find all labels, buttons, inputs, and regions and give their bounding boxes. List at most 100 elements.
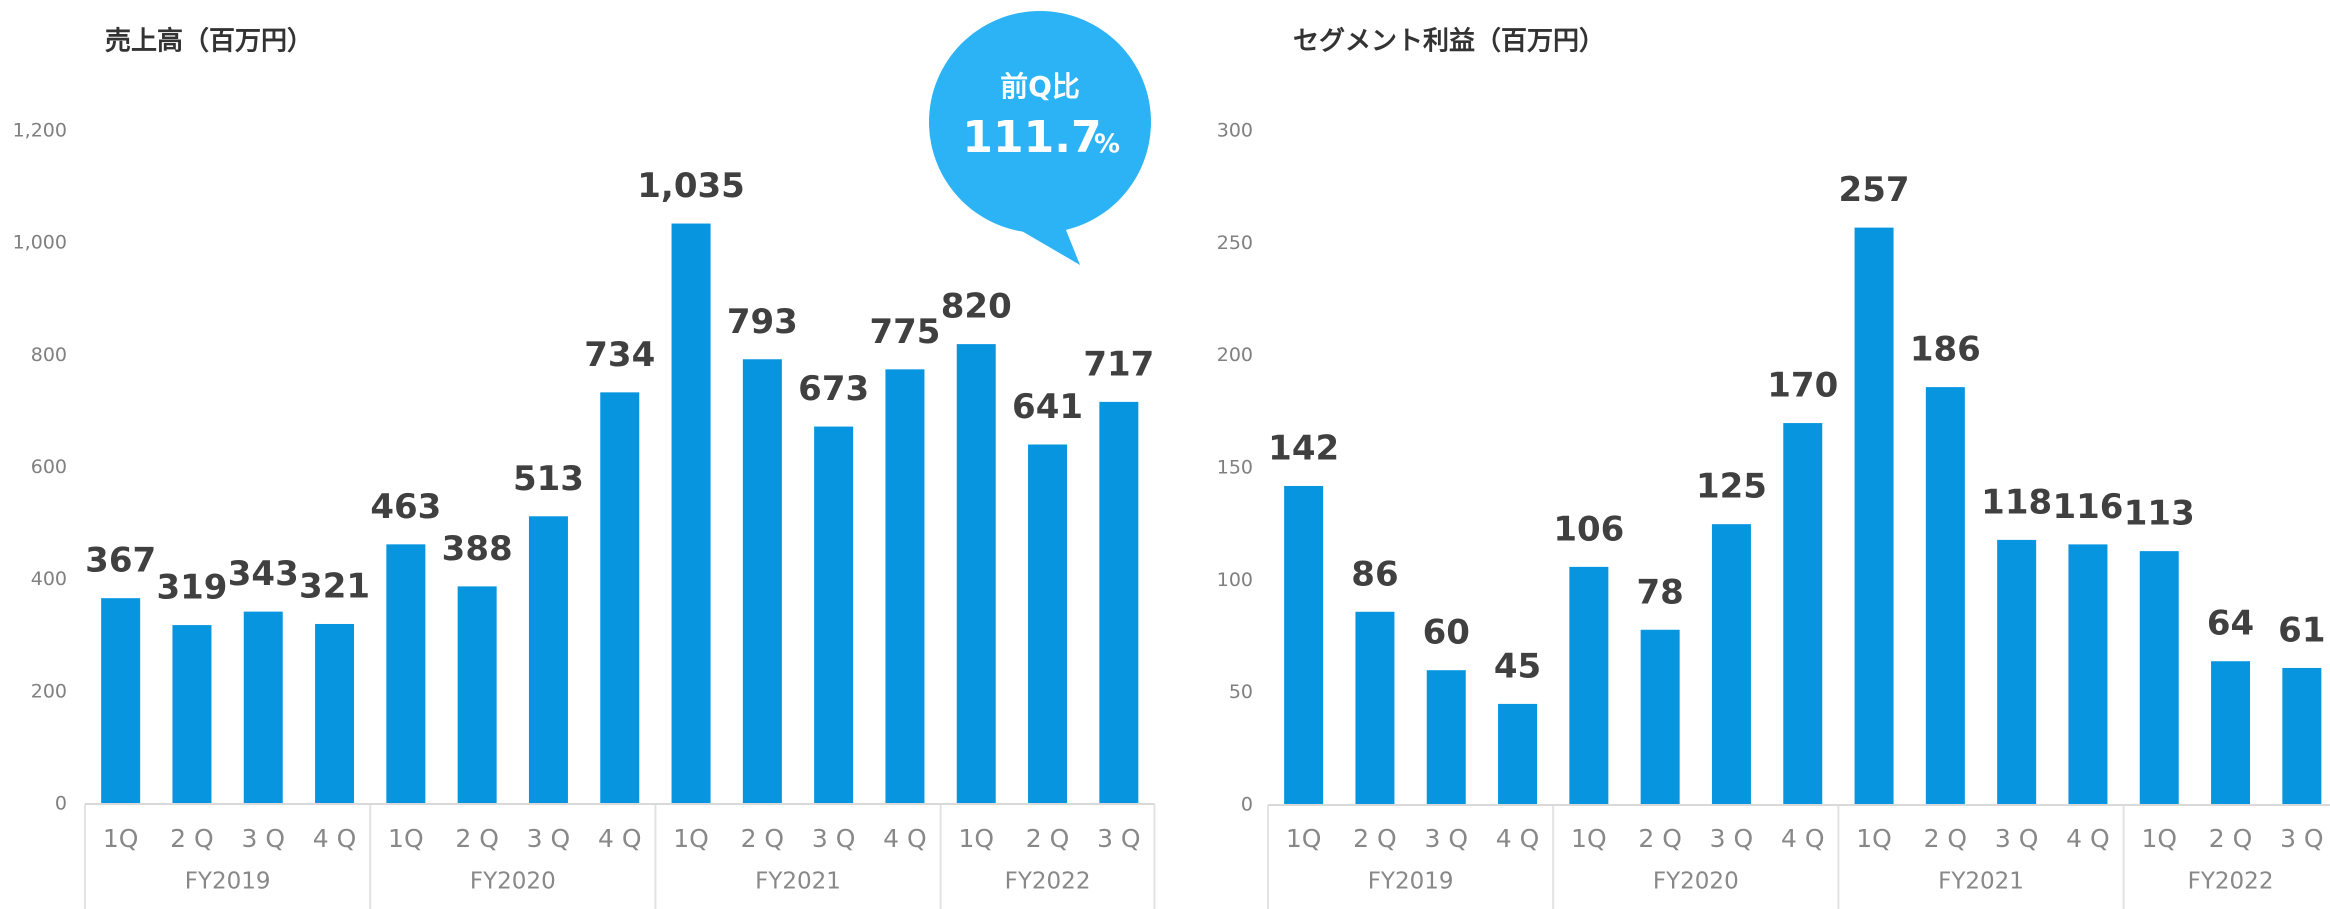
x-tick-label: 2 Q xyxy=(455,824,499,853)
value-label: 641 xyxy=(1012,387,1083,427)
value-label: 86 xyxy=(1351,554,1398,594)
value-label: 118 xyxy=(1981,482,2052,522)
value-label: 64 xyxy=(2207,604,2254,644)
x-tick-label: 1Q xyxy=(673,824,709,853)
bar xyxy=(742,359,782,804)
bar xyxy=(528,516,568,804)
value-label: 125 xyxy=(1696,467,1767,507)
x-tick-label: 2 Q xyxy=(1924,824,1968,853)
bar xyxy=(1925,387,1965,805)
x-tick-label: 1Q xyxy=(103,824,139,853)
value-label: 463 xyxy=(370,487,441,527)
bar xyxy=(386,544,426,804)
callout-unit: % xyxy=(1094,130,1120,160)
group-label: FY2020 xyxy=(470,869,556,895)
bar xyxy=(2139,551,2179,805)
group-label: FY2021 xyxy=(755,869,841,895)
group-label: FY2022 xyxy=(2188,869,2274,895)
value-label: 186 xyxy=(1910,330,1981,370)
y-tick-label: 50 xyxy=(1229,681,1253,703)
x-tick-label: 3 Q xyxy=(812,824,856,853)
bar xyxy=(315,623,355,804)
callout-bubble xyxy=(929,11,1151,233)
bar xyxy=(2282,667,2322,805)
bar xyxy=(1854,227,1894,805)
y-tick-label: 600 xyxy=(31,456,67,478)
bar xyxy=(1783,423,1823,805)
x-tick-label: 3 Q xyxy=(2280,824,2324,853)
value-label: 170 xyxy=(1767,366,1838,406)
y-tick-label: 200 xyxy=(1217,344,1253,366)
value-label: 257 xyxy=(1839,170,1910,210)
y-tick-label: 300 xyxy=(1217,120,1253,142)
x-tick-label: 4 Q xyxy=(313,824,357,853)
group-label: FY2019 xyxy=(1368,869,1454,895)
callout-title: 前Q比 xyxy=(1000,70,1080,103)
x-tick-label: 4 Q xyxy=(1496,824,1540,853)
x-tick-label: 2 Q xyxy=(741,824,785,853)
y-tick-label: 1,000 xyxy=(13,232,67,254)
value-label: 734 xyxy=(584,335,655,375)
value-label: 106 xyxy=(1553,509,1624,549)
y-tick-label: 400 xyxy=(31,568,67,590)
y-tick-label: 150 xyxy=(1217,457,1253,479)
y-tick-label: 0 xyxy=(55,793,67,815)
bar xyxy=(1640,629,1680,805)
x-tick-label: 3 Q xyxy=(1097,824,1141,853)
x-tick-label: 4 Q xyxy=(598,824,642,853)
callout-value: 111.7 xyxy=(962,112,1101,163)
chart: 売上高（百万円） 0 200 400 600 800 1,000 1,200 367 1Q 319 2… xyxy=(13,11,1156,909)
bar xyxy=(600,392,640,804)
bar xyxy=(101,598,141,804)
chart: セグメント利益（百万円） 0 50 100 150 200 250 300 142 1Q 86 2 Q… xyxy=(1217,27,2330,909)
x-tick-label: 1Q xyxy=(388,824,424,853)
x-tick-label: 2 Q xyxy=(2209,824,2253,853)
value-label: 116 xyxy=(2052,487,2123,527)
value-label: 717 xyxy=(1083,344,1154,384)
x-tick-label: 1Q xyxy=(1856,824,1892,853)
bar xyxy=(885,369,925,804)
value-label: 793 xyxy=(727,302,798,342)
value-label: 142 xyxy=(1268,428,1339,468)
value-label: 321 xyxy=(299,566,370,606)
x-tick-label: 3 Q xyxy=(241,824,285,853)
x-tick-label: 4 Q xyxy=(883,824,927,853)
group-label: FY2019 xyxy=(185,869,271,895)
value-label: 319 xyxy=(156,568,227,608)
bar xyxy=(1498,703,1538,805)
value-label: 673 xyxy=(798,369,869,409)
x-tick-label: 4 Q xyxy=(1781,824,1825,853)
x-tick-label: 3 Q xyxy=(1995,824,2039,853)
value-label: 343 xyxy=(228,554,299,594)
bar xyxy=(1355,611,1395,805)
x-tick-label: 3 Q xyxy=(1710,824,1754,853)
bar xyxy=(2068,544,2108,805)
bar xyxy=(1997,539,2037,805)
y-tick-label: 200 xyxy=(31,680,67,702)
bar xyxy=(1569,566,1609,805)
group-label: FY2021 xyxy=(1938,869,2024,895)
bar xyxy=(243,611,283,804)
bar xyxy=(1711,524,1751,805)
bar xyxy=(671,223,711,805)
value-label: 388 xyxy=(442,529,513,569)
value-label: 60 xyxy=(1423,613,1470,653)
x-tick-label: 3 Q xyxy=(527,824,571,853)
bar xyxy=(1284,485,1324,805)
x-tick-label: 4 Q xyxy=(2066,824,2110,853)
chart-title: セグメント利益（百万円） xyxy=(1293,27,1605,57)
value-label: 61 xyxy=(2278,610,2325,650)
x-tick-label: 1Q xyxy=(1571,824,1607,853)
value-label: 513 xyxy=(513,459,584,499)
x-tick-label: 1Q xyxy=(2141,824,2177,853)
bar xyxy=(1426,670,1466,805)
value-label: 78 xyxy=(1636,572,1683,612)
y-tick-label: 0 xyxy=(1241,794,1253,816)
x-tick-label: 2 Q xyxy=(1638,824,1682,853)
x-tick-label: 1Q xyxy=(958,824,994,853)
bar xyxy=(1028,444,1068,804)
x-tick-label: 3 Q xyxy=(1424,824,1468,853)
value-label: 45 xyxy=(1494,646,1541,686)
x-tick-label: 2 Q xyxy=(1353,824,1397,853)
